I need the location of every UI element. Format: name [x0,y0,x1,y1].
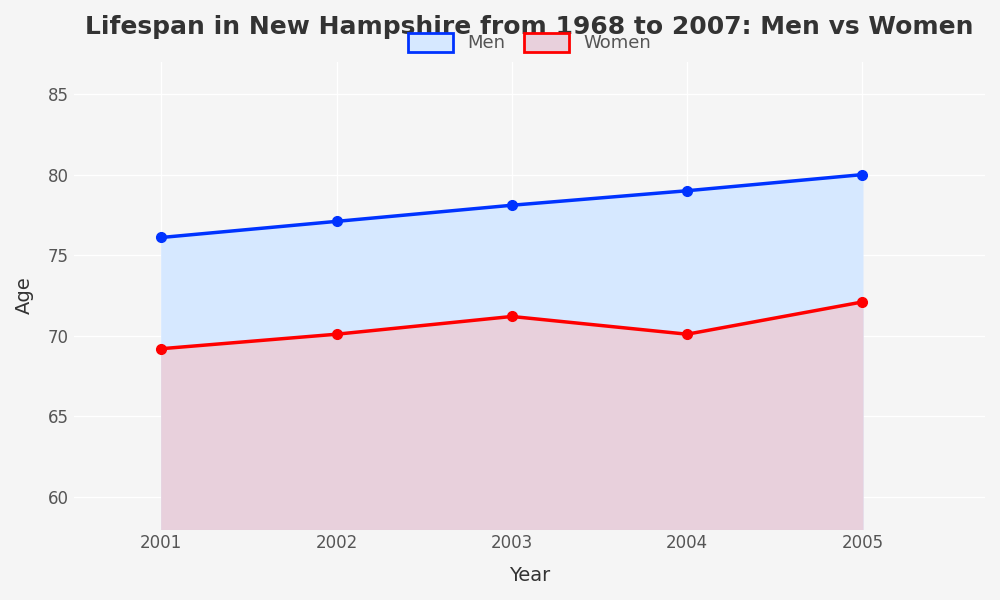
X-axis label: Year: Year [509,566,550,585]
Y-axis label: Age: Age [15,277,34,314]
Legend: Men, Women: Men, Women [399,24,660,61]
Title: Lifespan in New Hampshire from 1968 to 2007: Men vs Women: Lifespan in New Hampshire from 1968 to 2… [85,15,974,39]
